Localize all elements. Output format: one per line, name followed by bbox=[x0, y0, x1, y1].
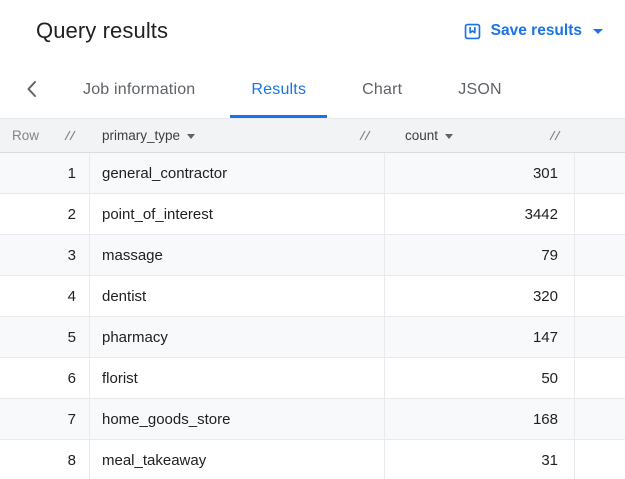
tab-chart[interactable]: Chart bbox=[341, 62, 423, 118]
row-number-cell: 7 bbox=[0, 399, 90, 440]
page-title: Query results bbox=[36, 18, 169, 43]
tab-job-information[interactable]: Job information bbox=[62, 62, 216, 118]
table-row: 8 meal_takeaway 31 bbox=[0, 440, 625, 479]
empty-cell bbox=[575, 440, 625, 479]
table-header: Row primary_type count bbox=[0, 119, 625, 153]
save-results-label: Save results bbox=[490, 22, 582, 39]
count-cell: 79 bbox=[385, 235, 575, 276]
column-header-count: count bbox=[385, 119, 575, 152]
empty-cell bbox=[575, 317, 625, 358]
tabs-back-button[interactable] bbox=[14, 62, 48, 118]
count-cell: 168 bbox=[385, 399, 575, 440]
table-row: 5 pharmacy 147 bbox=[0, 317, 625, 358]
row-number-cell: 6 bbox=[0, 358, 90, 399]
count-cell: 3442 bbox=[385, 194, 575, 235]
column-header-primary-type: primary_type bbox=[90, 119, 385, 152]
empty-cell bbox=[575, 358, 625, 399]
row-number-cell: 5 bbox=[0, 317, 90, 358]
count-cell: 31 bbox=[385, 440, 575, 479]
primary-type-cell: florist bbox=[90, 358, 385, 399]
primary-type-cell: point_of_interest bbox=[90, 194, 385, 235]
count-cell: 320 bbox=[385, 276, 575, 317]
tab-json[interactable]: JSON bbox=[437, 62, 522, 118]
primary-type-cell: home_goods_store bbox=[90, 399, 385, 440]
column-resize-handle[interactable] bbox=[64, 130, 76, 141]
row-number-cell: 8 bbox=[0, 440, 90, 479]
count-column-label: count bbox=[405, 128, 439, 143]
primary-type-cell: massage bbox=[90, 235, 385, 276]
empty-cell bbox=[575, 399, 625, 440]
column-resize-handle[interactable] bbox=[359, 130, 371, 141]
empty-cell bbox=[575, 276, 625, 317]
table-row: 3 massage 79 bbox=[0, 235, 625, 276]
save-results-button[interactable]: Save results bbox=[463, 22, 603, 41]
empty-cell bbox=[575, 235, 625, 276]
empty-cell bbox=[575, 153, 625, 194]
results-tabbar: Job information Results Chart JSON bbox=[0, 62, 625, 119]
primary-type-column-label: primary_type bbox=[102, 128, 181, 143]
chevron-down-icon bbox=[445, 133, 454, 139]
row-column-label: Row bbox=[12, 128, 40, 143]
count-cell: 50 bbox=[385, 358, 575, 399]
save-icon bbox=[463, 22, 482, 41]
row-number-cell: 1 bbox=[0, 153, 90, 194]
chevron-left-icon bbox=[26, 80, 37, 101]
chevron-down-icon bbox=[187, 133, 196, 139]
column-resize-handle[interactable] bbox=[549, 130, 561, 141]
chevron-down-icon bbox=[593, 28, 603, 34]
table-row: 4 dentist 320 bbox=[0, 276, 625, 317]
row-number-cell: 3 bbox=[0, 235, 90, 276]
tab-results[interactable]: Results bbox=[230, 62, 328, 118]
results-header: Query results Save results bbox=[0, 0, 625, 62]
primary-type-cell: meal_takeaway bbox=[90, 440, 385, 479]
table-row: 1 general_contractor 301 bbox=[0, 153, 625, 194]
empty-cell bbox=[575, 194, 625, 235]
primary-type-cell: dentist bbox=[90, 276, 385, 317]
column-header-row: Row bbox=[0, 119, 90, 152]
table-row: 2 point_of_interest 3442 bbox=[0, 194, 625, 235]
table-row: 7 home_goods_store 168 bbox=[0, 399, 625, 440]
primary-type-column-menu[interactable]: primary_type bbox=[102, 128, 196, 143]
results-table: Row primary_type count 1 bbox=[0, 119, 625, 479]
row-number-cell: 2 bbox=[0, 194, 90, 235]
row-number-cell: 4 bbox=[0, 276, 90, 317]
primary-type-cell: pharmacy bbox=[90, 317, 385, 358]
count-column-menu[interactable]: count bbox=[405, 128, 454, 143]
count-cell: 301 bbox=[385, 153, 575, 194]
primary-type-cell: general_contractor bbox=[90, 153, 385, 194]
empty-header-cell bbox=[575, 119, 625, 152]
table-row: 6 florist 50 bbox=[0, 358, 625, 399]
count-cell: 147 bbox=[385, 317, 575, 358]
